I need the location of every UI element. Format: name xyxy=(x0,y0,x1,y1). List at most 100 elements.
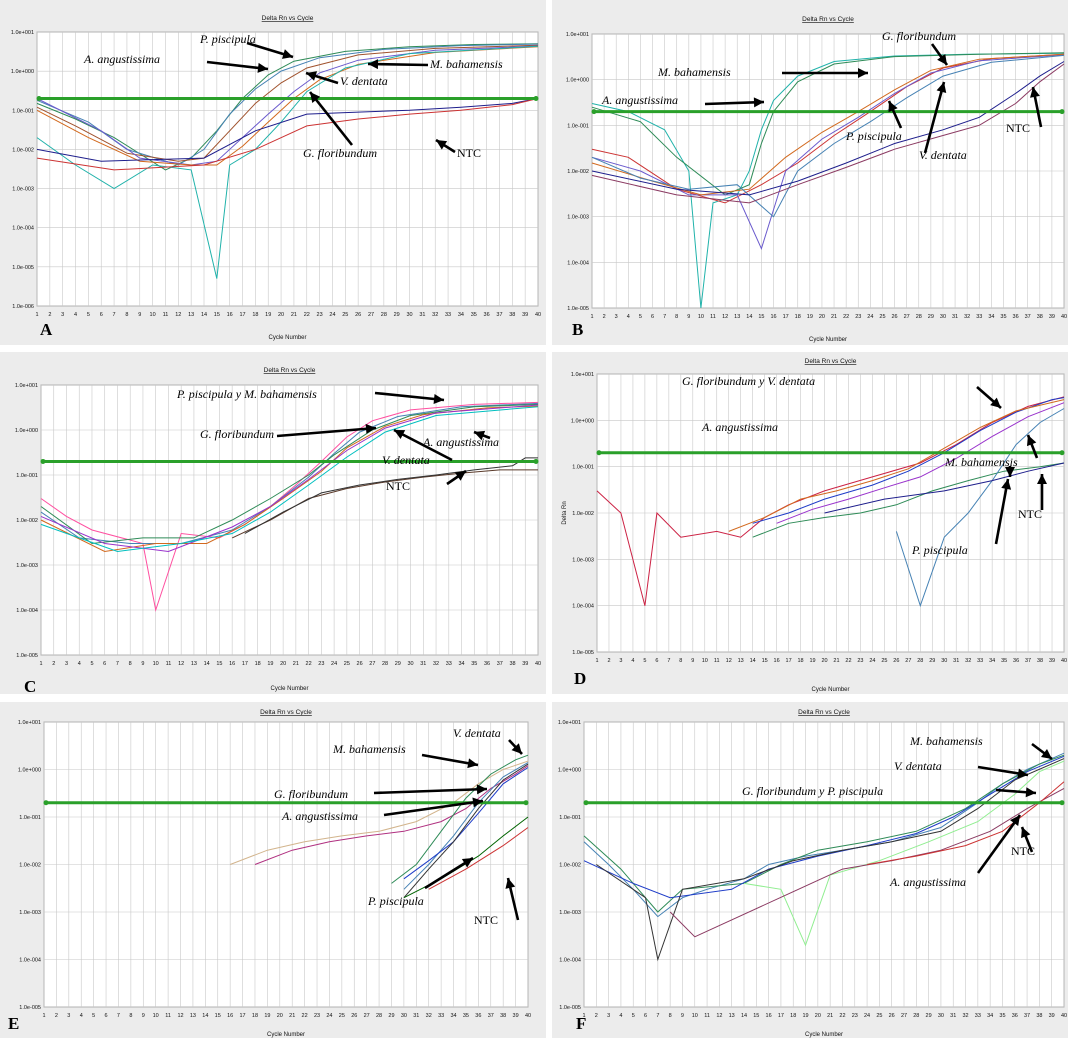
x-tick-label: 14 xyxy=(741,1013,747,1019)
species-label: NTC xyxy=(386,479,410,493)
y-tick-label: 1.0e-003 xyxy=(559,910,581,916)
amplification-curve xyxy=(591,52,1065,309)
y-tick-label: 1.0e+001 xyxy=(15,383,38,389)
amplification-curve xyxy=(231,469,538,539)
x-tick-label: 39 xyxy=(1049,658,1055,664)
x-tick-label: 39 xyxy=(513,1013,519,1019)
arrowhead xyxy=(858,68,868,78)
species-label: M. bahamensis xyxy=(944,455,1018,469)
x-tick-label: 38 xyxy=(500,1013,506,1019)
species-label: V. dentata xyxy=(340,74,388,88)
x-tick-label: 23 xyxy=(857,658,863,664)
x-tick-label: 34 xyxy=(450,1013,456,1019)
arrowhead xyxy=(888,101,898,113)
x-tick-label: 21 xyxy=(827,1013,833,1019)
x-tick-label: 1 xyxy=(595,658,598,664)
arrowhead xyxy=(990,397,1001,408)
chart-title: Delta Rn vs Cycle xyxy=(264,367,316,374)
x-tick-label: 14 xyxy=(201,312,207,318)
panel-e: Delta Rn vs Cycle 1.0e+001 1.0e+000 1.0e-00… xyxy=(0,702,546,1038)
x-tick-label: 4 xyxy=(627,314,630,320)
amplification-curve xyxy=(36,44,539,162)
x-tick-label: 29 xyxy=(395,661,401,667)
x-tick-label: 40 xyxy=(1061,1013,1067,1019)
y-tick-label: 1.0e-001 xyxy=(19,815,41,821)
x-tick-label: 11 xyxy=(165,1013,171,1019)
x-tick-label: 31 xyxy=(419,312,425,318)
arrowhead xyxy=(433,394,444,404)
species-label: M. bahamensis xyxy=(657,65,731,79)
x-tick-label: 35 xyxy=(463,1013,469,1019)
x-tick-label: 25 xyxy=(879,314,885,320)
y-tick-label: 1.0e-002 xyxy=(559,863,581,869)
y-tick-label: 1.0e-001 xyxy=(572,465,594,471)
panel-a: Delta Rn vs Cycle 1.0e+001 1.0e+000 1.0e-00… xyxy=(0,0,546,345)
species-label: P. piscipula xyxy=(199,32,256,46)
x-tick-label: 8 xyxy=(125,312,128,318)
x-tick-label: 34 xyxy=(458,312,464,318)
x-tick-label: 39 xyxy=(522,312,528,318)
x-tick-label: 37 xyxy=(1025,658,1031,664)
y-tick-label: 1.0e+000 xyxy=(566,78,589,84)
x-tick-label: 40 xyxy=(1061,314,1067,320)
x-tick-label: 25 xyxy=(342,312,348,318)
species-label: NTC xyxy=(1018,507,1042,521)
x-tick-label: 28 xyxy=(381,312,387,318)
threshold-handle xyxy=(591,109,597,115)
x-tick-label: 30 xyxy=(406,312,412,318)
panel-b: Delta Rn vs Cycle 1.0e+001 1.0e+000 1.0e-00… xyxy=(552,0,1068,345)
x-tick-label: 9 xyxy=(681,1013,684,1019)
x-tick-label: 23 xyxy=(852,1013,858,1019)
species-label: A. angustissima xyxy=(83,52,160,66)
threshold-handle xyxy=(1059,800,1065,806)
species-label: A. angustissima xyxy=(701,420,778,434)
panel-f: Delta Rn vs Cycle 1.0e+001 1.0e+000 1.0e-00… xyxy=(552,702,1068,1038)
x-tick-label: 11 xyxy=(166,661,172,667)
y-tick-label: 1.0e-006 xyxy=(12,304,34,310)
arrowhead xyxy=(1001,479,1012,490)
x-tick-label: 15 xyxy=(215,1013,221,1019)
x-tick-label: 24 xyxy=(331,661,337,667)
x-tick-label: 36 xyxy=(475,1013,481,1019)
x-tick-label: 12 xyxy=(716,1013,722,1019)
threshold-handle xyxy=(1059,450,1065,456)
species-label: NTC xyxy=(1006,121,1030,135)
y-tick-label: 1.0e-003 xyxy=(19,910,41,916)
amplification-curve xyxy=(36,45,539,166)
x-tick-label: 37 xyxy=(488,1013,494,1019)
x-tick-label: 33 xyxy=(446,661,452,667)
x-tick-label: 20 xyxy=(277,1013,283,1019)
x-tick-label: 17 xyxy=(786,658,792,664)
amplification-curve xyxy=(40,403,539,545)
x-tick-label: 9 xyxy=(141,661,144,667)
x-tick-label: 22 xyxy=(306,661,312,667)
x-tick-label: 6 xyxy=(655,658,658,664)
arrowhead xyxy=(1025,787,1036,798)
y-tick-label: 1.0e-004 xyxy=(567,260,589,266)
arrowhead xyxy=(476,784,487,795)
x-tick-label: 13 xyxy=(738,658,744,664)
x-tick-label: 17 xyxy=(239,312,245,318)
y-tick-label: 1.0e+001 xyxy=(558,720,581,726)
x-tick-label: 19 xyxy=(809,658,815,664)
x-tick-label: 34 xyxy=(988,314,994,320)
x-tick-label: 27 xyxy=(901,1013,907,1019)
threshold-handle xyxy=(533,96,539,102)
y-tick-label: 1.0e-002 xyxy=(567,169,589,175)
x-tick-label: 35 xyxy=(471,312,477,318)
y-tick-label: 1.0e+000 xyxy=(558,768,581,774)
arrowhead xyxy=(368,59,379,70)
x-tick-label: 13 xyxy=(729,1013,735,1019)
threshold-handle xyxy=(533,458,539,464)
amplification-curve xyxy=(591,54,1065,218)
y-tick-label: 1.0e-005 xyxy=(12,265,34,271)
panel-letter: A xyxy=(40,320,53,339)
x-tick-label: 7 xyxy=(663,314,666,320)
species-label: V. dentata xyxy=(919,148,967,162)
x-tick-label: 36 xyxy=(484,312,490,318)
x-tick-label: 8 xyxy=(669,1013,672,1019)
x-tick-label: 22 xyxy=(839,1013,845,1019)
amplification-curve xyxy=(583,754,1065,913)
chart-d: Delta Rn vs Cycle 1.0e+001 1.0e+000 1.0e-00… xyxy=(562,358,1067,693)
panel-letter: C xyxy=(24,677,36,694)
